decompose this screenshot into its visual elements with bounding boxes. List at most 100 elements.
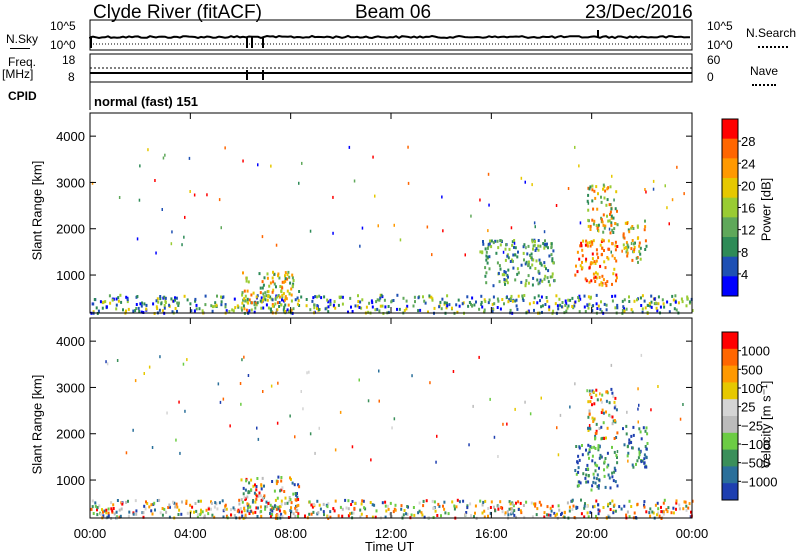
data-cell <box>604 457 607 460</box>
data-cell <box>596 464 599 468</box>
data-cell <box>247 374 250 377</box>
data-cell <box>272 280 275 284</box>
data-cell <box>154 179 156 182</box>
data-cell <box>582 239 585 243</box>
data-cell <box>216 294 218 298</box>
data-cell <box>126 298 129 302</box>
data-cell <box>464 513 467 517</box>
data-cell <box>549 275 552 279</box>
data-cell <box>360 512 363 516</box>
data-cell <box>613 466 616 470</box>
data-cell <box>637 420 639 424</box>
data-cell <box>451 500 454 504</box>
data-cell <box>110 507 113 511</box>
data-cell <box>657 295 660 299</box>
data-cell <box>200 499 202 503</box>
data-cell <box>578 294 581 298</box>
data-cell <box>417 309 420 313</box>
data-cell <box>497 505 500 509</box>
data-cell <box>538 271 541 275</box>
data-cell <box>551 272 554 276</box>
colorbar-segment <box>722 256 738 277</box>
data-cell <box>491 310 494 314</box>
data-cell <box>543 511 546 515</box>
data-cell <box>302 407 304 411</box>
data-cell <box>245 276 248 280</box>
data-cell <box>309 432 312 436</box>
data-cell <box>318 426 320 430</box>
heatmap-frame <box>89 317 693 519</box>
data-cell <box>170 297 173 301</box>
data-cell <box>504 247 507 251</box>
data-cell <box>568 505 571 509</box>
data-cell <box>288 496 291 499</box>
data-cell <box>281 298 283 302</box>
data-cell <box>280 289 283 293</box>
data-cell <box>607 463 610 467</box>
data-cell <box>370 458 372 462</box>
data-cell <box>407 145 409 149</box>
data-cell <box>483 298 486 302</box>
data-cell <box>294 298 297 302</box>
data-cell <box>672 298 675 302</box>
data-cell <box>451 306 453 310</box>
data-cell <box>145 307 148 311</box>
data-cell <box>329 303 332 307</box>
data-cell <box>378 369 380 373</box>
data-cell <box>329 298 332 302</box>
data-cell <box>496 306 499 309</box>
data-cell <box>614 306 617 310</box>
data-cell <box>467 304 470 308</box>
data-cell <box>520 511 523 515</box>
data-cell <box>176 505 179 509</box>
data-cell <box>506 281 509 285</box>
data-cell <box>643 453 646 457</box>
data-cell <box>297 512 300 516</box>
data-cell <box>543 515 546 519</box>
data-cell <box>306 371 308 375</box>
data-cell <box>640 437 643 441</box>
data-cell <box>599 264 602 268</box>
data-cell <box>254 500 257 504</box>
data-cell <box>525 279 528 283</box>
data-cell <box>282 308 285 312</box>
data-cell <box>254 301 257 305</box>
data-cell <box>101 306 104 310</box>
data-cell <box>115 307 118 311</box>
data-cell <box>544 239 546 243</box>
data-cell <box>603 474 606 478</box>
data-cell <box>650 408 652 412</box>
data-cell <box>645 510 648 514</box>
data-cell <box>506 510 509 514</box>
data-cell <box>597 192 599 196</box>
data-cell <box>659 305 662 309</box>
data-cell <box>539 299 541 303</box>
data-cell <box>243 509 246 513</box>
data-cell <box>105 511 108 515</box>
data-cell <box>653 297 656 301</box>
data-cell <box>680 297 683 301</box>
data-cell <box>611 471 614 475</box>
data-cell <box>99 300 102 304</box>
data-cell <box>615 190 618 194</box>
data-cell <box>91 505 94 509</box>
data-cell <box>341 302 344 306</box>
data-cell <box>135 512 138 516</box>
data-cell <box>591 459 594 463</box>
data-cell <box>316 499 319 503</box>
data-cell <box>544 274 547 278</box>
data-cell <box>599 307 602 311</box>
data-cell <box>626 248 629 252</box>
data-cell <box>396 307 398 311</box>
data-cell <box>164 153 166 157</box>
data-cell <box>614 222 617 225</box>
data-cell <box>540 396 542 400</box>
data-cell <box>108 294 111 298</box>
data-cell <box>536 507 539 511</box>
data-cell <box>575 445 578 448</box>
data-cell <box>564 303 567 307</box>
data-cell <box>544 242 547 246</box>
colorbar-segment <box>722 217 738 238</box>
data-cell <box>241 293 244 297</box>
data-cell <box>198 307 201 311</box>
